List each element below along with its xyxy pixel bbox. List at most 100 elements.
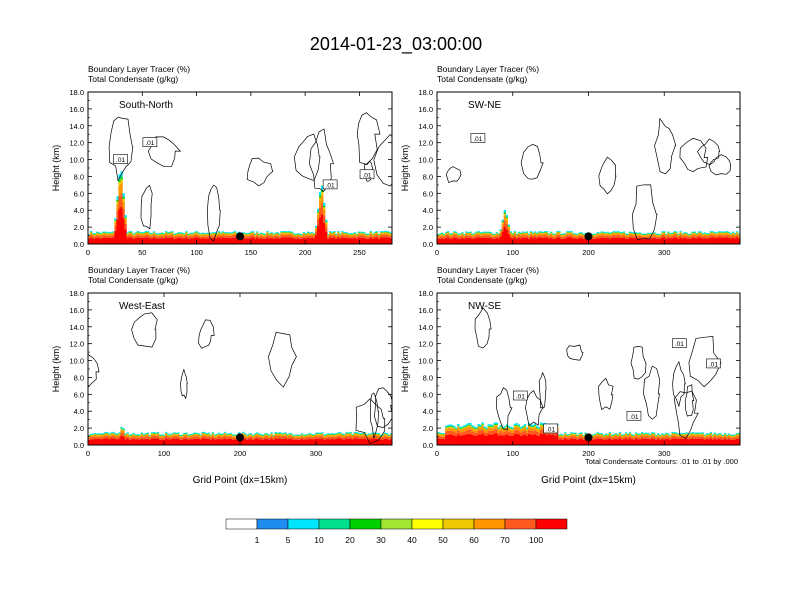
tracer-cell (695, 433, 698, 435)
tracer-cell (721, 237, 725, 244)
tracer-cell (90, 234, 93, 238)
tracer-cell (705, 233, 708, 235)
colorbar-swatch (318, 518, 351, 530)
tracer-cell (641, 236, 644, 239)
tracer-cell (713, 436, 717, 439)
tracer-cell (636, 233, 640, 235)
tracer-cell (441, 232, 444, 234)
tracer-cell (622, 235, 626, 238)
tracer-cell (699, 231, 702, 233)
tracer-cell (693, 231, 696, 233)
tracer-cell (657, 436, 660, 440)
tracer-cell (199, 234, 202, 235)
tracer-cell (329, 434, 332, 436)
tracer-cell (337, 434, 340, 437)
tracer-cell (693, 438, 696, 445)
tracer-cell (282, 237, 285, 244)
tracer-cell (580, 232, 583, 234)
tracer-cell (733, 437, 737, 440)
tracer-cell (211, 438, 214, 445)
tracer-cell (580, 438, 583, 445)
tracer-cell (689, 436, 692, 439)
tracer-cell (594, 235, 597, 237)
tracer-cell (473, 236, 476, 239)
tracer-cell (187, 234, 190, 236)
x-tick-label: 100 (506, 449, 519, 458)
tracer-cell (179, 439, 182, 445)
tracer-cell (140, 233, 144, 236)
tracer-cell (296, 236, 300, 239)
tracer-cell (713, 433, 717, 435)
tracer-cell (379, 231, 383, 233)
tracer-cell (493, 422, 496, 425)
tracer-cell (707, 437, 710, 440)
tracer-cell (723, 438, 727, 445)
tracer-cell (118, 433, 121, 435)
tracer-cell (312, 435, 316, 438)
tracer-cell (102, 231, 105, 233)
tracer-cell (381, 232, 385, 233)
tracer-cell (439, 432, 442, 434)
tracer-cell (691, 235, 694, 238)
tracer-cell (594, 234, 597, 236)
tracer-cell (90, 233, 93, 235)
tracer-cell (327, 235, 330, 236)
x-tick-label: 0 (86, 248, 90, 257)
y-tick-label: 6.0 (74, 390, 84, 399)
tracer-cell (223, 235, 227, 238)
tracer-cell (329, 433, 332, 435)
tracer-cell (138, 435, 141, 437)
tracer-cell (673, 436, 676, 439)
tracer-cell (705, 234, 708, 235)
tracer-cell (572, 233, 575, 235)
tracer-cell (96, 231, 99, 233)
tracer-cell (379, 438, 383, 440)
tracer-cell (727, 235, 731, 238)
tracer-cell (717, 436, 721, 440)
tracer-cell (531, 233, 535, 234)
colorbar-label: 10 (314, 535, 324, 545)
tracer-cell (229, 434, 233, 435)
tracer-cell (167, 439, 170, 445)
tracer-cell (280, 237, 283, 244)
tracer-cell (292, 436, 296, 439)
tracer-cell (229, 235, 233, 239)
tracer-cell (323, 437, 326, 440)
tracer-cell (187, 236, 190, 239)
tracer-cell (628, 431, 632, 433)
tracer-cell (612, 230, 616, 232)
tracer-cell (349, 435, 352, 439)
tracer-cell (554, 234, 557, 235)
tracer-cell (181, 233, 184, 234)
tracer-cell (550, 232, 553, 234)
tracer-cell (88, 436, 91, 438)
tracer-cell (641, 233, 644, 235)
tracer-cell (713, 438, 717, 445)
tracer-cell (483, 232, 486, 233)
tracer-cell (205, 232, 208, 234)
tracer-cell (165, 231, 168, 233)
tracer-cell (608, 233, 612, 235)
tracer-cell (513, 233, 517, 236)
tracer-cell (643, 432, 646, 434)
tracer-cell (679, 232, 682, 233)
tracer-cell (721, 436, 725, 438)
tracer-cell (189, 434, 192, 436)
panel-plot-area (437, 117, 740, 244)
tracer-cell (509, 232, 513, 234)
tracer-cell (215, 437, 219, 440)
tracer-cell (292, 233, 296, 234)
tracer-cell (661, 237, 664, 244)
tracer-cell (167, 434, 170, 436)
tracer-cell (150, 433, 154, 435)
tracer-cell (179, 434, 182, 436)
y-tick-label: 4.0 (423, 407, 433, 416)
tracer-cell (602, 439, 605, 445)
tracer-cell (641, 235, 644, 237)
tracer-cell (369, 233, 373, 235)
tracer-cell (387, 435, 391, 437)
tracer-cell (381, 231, 385, 233)
tracer-cell (387, 237, 391, 244)
tracer-cell (461, 429, 464, 433)
tracer-cell (729, 439, 733, 445)
